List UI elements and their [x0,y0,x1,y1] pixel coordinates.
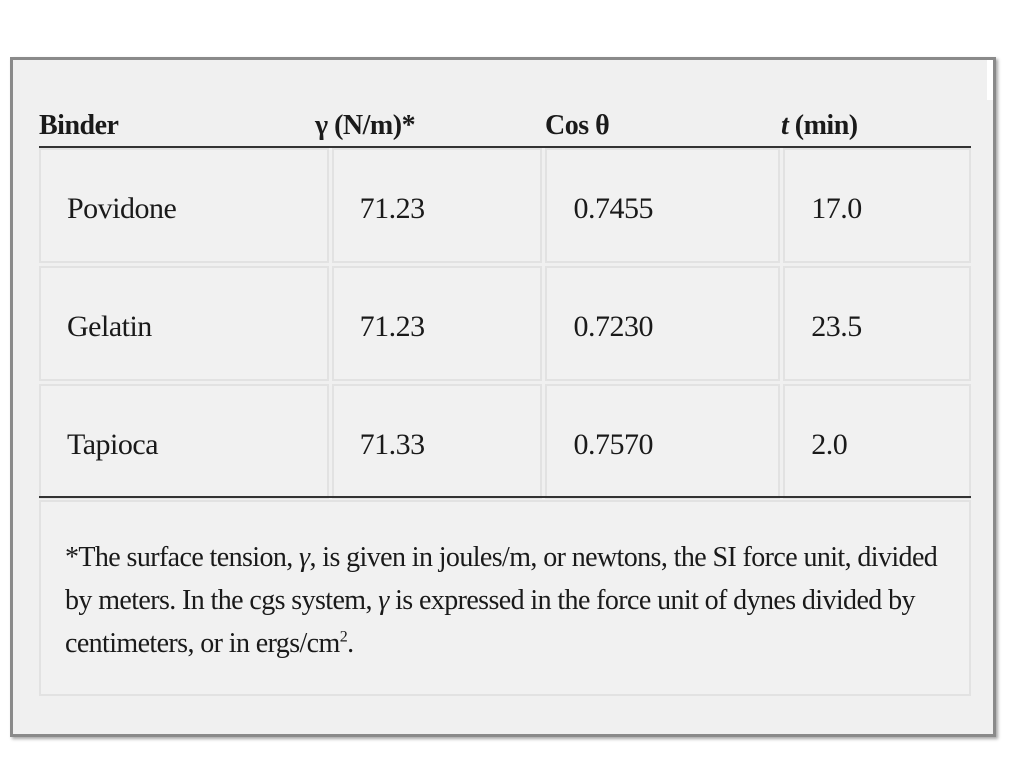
cell-cos: 0.7230 [545,266,781,381]
cell-time: 2.0 [783,384,971,499]
cell-binder: Tapioca [39,384,329,499]
cell-gamma: 71.33 [331,384,543,499]
table-row: Tapioca 71.33 0.7570 2.0 [39,384,971,499]
table-row: Povidone 71.23 0.7455 17.0 [39,148,971,263]
header-cos: Cos θ [545,110,610,141]
footnote-gamma-1: γ [299,542,310,573]
cell-cos: 0.7455 [545,148,781,263]
table-frame: Binder γ (N/m)* Cos θ t (min) Povidone 7… [10,57,996,737]
footnote-end: . [347,628,354,659]
header-gamma: γ (N/m)* [315,110,416,141]
header-time-unit: (min) [788,110,858,141]
cell-binder: Povidone [39,148,329,263]
cell-binder: Gelatin [39,266,329,381]
footnote-text-3: is expressed in the force unit of dynes … [65,585,915,659]
cell-time: 17.0 [783,148,971,263]
cell-gamma: 71.23 [331,148,543,263]
cell-time: 23.5 [783,266,971,381]
table-header: Binder γ (N/m)* Cos θ t (min) [39,108,971,148]
table-row: Gelatin 71.23 0.7230 23.5 [39,266,971,381]
table-body: Povidone 71.23 0.7455 17.0 Gelatin 71.23… [39,148,971,502]
footnote-text-2: , is given in joules/m, or newtons, the … [65,542,938,616]
footnote-gamma-2: γ [378,585,389,616]
table-footnote: *The surface tension, γ, is given in jou… [39,500,971,696]
footnote-superscript: 2 [339,628,348,646]
frame-notch [987,60,993,100]
table-divider [39,496,971,498]
header-binder: Binder [39,110,119,141]
header-time: t (min) [781,110,858,142]
header-time-var: t [781,110,789,141]
cell-cos: 0.7570 [545,384,781,499]
cell-gamma: 71.23 [331,266,543,381]
footnote-text-1: *The surface tension, [65,542,300,573]
